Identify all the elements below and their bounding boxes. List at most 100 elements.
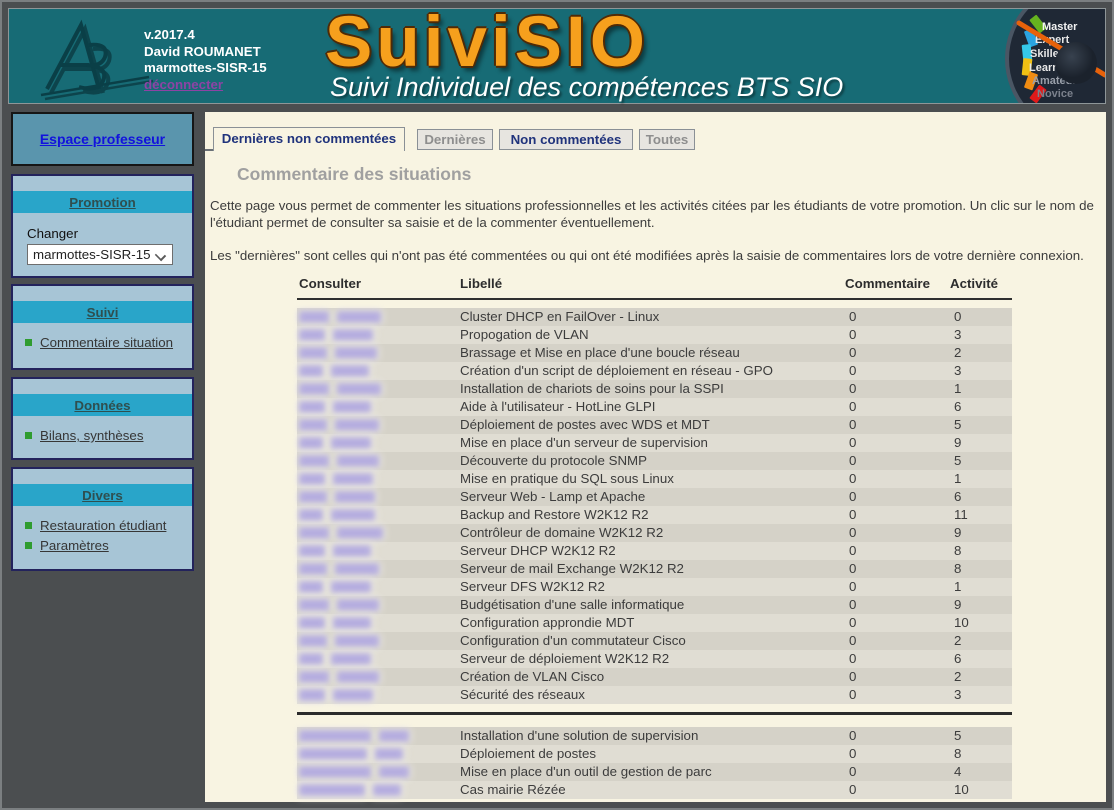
commentaire-situation-link[interactable]: Commentaire situation [40, 335, 174, 350]
app-version: v.2017.4 [144, 27, 195, 42]
situation-label: Cas mairie Rézée [460, 782, 566, 797]
student-name-redacted-link[interactable] [297, 763, 460, 781]
situation-label: Création de VLAN Cisco [460, 669, 605, 684]
situation-label: Brassage et Mise en place d'une boucle r… [460, 345, 740, 360]
comment-count: 0 [849, 633, 857, 648]
comment-count: 0 [849, 764, 857, 779]
activity-count: 8 [954, 746, 962, 761]
student-name-redacted-link[interactable] [297, 470, 460, 488]
student-name-redacted-link[interactable] [297, 542, 460, 560]
promotion-select[interactable]: marmottes-SISR-15 [27, 244, 173, 265]
comment-count: 0 [849, 579, 857, 594]
sidebar-item-restauration-etudiant[interactable]: Restauration étudiant [25, 518, 192, 533]
redacted-name-blur [337, 455, 379, 467]
tab-dernieres-non-commentees[interactable]: Dernières non commentées [213, 127, 405, 151]
student-name-redacted-link[interactable] [297, 578, 460, 596]
comment-count: 0 [849, 399, 857, 414]
espace-professeur-link[interactable]: Espace professeur [39, 131, 166, 147]
situation-label: Serveur DFS W2K12 R2 [460, 579, 605, 594]
table-row: Installation d'une solution de supervisi… [297, 727, 1012, 745]
sidebar-suivi-box: Suivi Commentaire situation [11, 284, 194, 370]
student-name-redacted-link[interactable] [297, 781, 460, 799]
sidebar-item-parametres[interactable]: Paramètres [25, 538, 192, 553]
student-name-redacted-link[interactable] [297, 745, 460, 763]
table-row: Mise en place d'un outil de gestion de p… [297, 763, 1012, 781]
redacted-name-blur [333, 617, 371, 629]
tab-dernieres[interactable]: Dernières [417, 129, 493, 150]
redacted-name-blur [299, 527, 329, 539]
student-name-redacted-link[interactable] [297, 524, 460, 542]
situation-label: Installation de chariots de soins pour l… [460, 381, 724, 396]
redacted-name-blur [299, 635, 327, 647]
activity-count: 4 [954, 764, 962, 779]
sidebar-item-commentaire-situation[interactable]: Commentaire situation [25, 335, 192, 350]
gauge-segments [1021, 14, 1047, 103]
bullet-icon [25, 522, 32, 529]
situation-label: Serveur de mail Exchange W2K12 R2 [460, 561, 684, 576]
tab-toutes[interactable]: Toutes [639, 129, 695, 150]
situation-label: Cluster DHCP en FailOver - Linux [460, 309, 660, 324]
activity-count: 10 [954, 615, 969, 630]
column-header-commentaire: Commentaire [845, 276, 930, 291]
table-row: Serveur DFS W2K12 R2 0 1 [297, 578, 1012, 596]
table-row: Serveur de déploiement W2K12 R2 0 6 [297, 650, 1012, 668]
comment-count: 0 [849, 507, 857, 522]
student-name-redacted-link[interactable] [297, 632, 460, 650]
activity-count: 8 [954, 543, 962, 558]
promotion-section-link[interactable]: Promotion [69, 194, 136, 210]
bullet-icon [25, 542, 32, 549]
redacted-name-blur [299, 365, 323, 377]
session-info: v.2017.4 David ROUMANET marmottes-SISR-1… [144, 27, 267, 93]
bilans-syntheses-link[interactable]: Bilans, synthèses [40, 428, 144, 443]
divers-section-link[interactable]: Divers [82, 487, 123, 503]
student-name-redacted-link[interactable] [297, 650, 460, 668]
student-name-redacted-link[interactable] [297, 416, 460, 434]
redacted-name-blur [299, 730, 371, 742]
table-row: Installation de chariots de soins pour l… [297, 380, 1012, 398]
logout-link[interactable]: déconnecter [144, 76, 224, 92]
redacted-name-blur [299, 473, 325, 485]
comment-count: 0 [849, 489, 857, 504]
app-subtitle: Suivi Individuel des compétences BTS SIO [330, 72, 844, 102]
student-name-redacted-link[interactable] [297, 380, 460, 398]
sidebar-item-bilans-syntheses[interactable]: Bilans, synthèses [25, 428, 192, 443]
redacted-name-blur [331, 653, 371, 665]
redacted-name-blur [299, 581, 323, 593]
student-name-redacted-link[interactable] [297, 668, 460, 686]
student-name-redacted-link[interactable] [297, 560, 460, 578]
redacted-name-blur [299, 311, 329, 323]
activity-count: 2 [954, 345, 962, 360]
sidebar-espace-professeur-box: Espace professeur [11, 112, 194, 166]
student-name-redacted-link[interactable] [297, 596, 460, 614]
student-name-redacted-link[interactable] [297, 434, 460, 452]
redacted-name-blur [299, 347, 327, 359]
comment-count: 0 [849, 453, 857, 468]
student-name-redacted-link[interactable] [297, 308, 460, 326]
activity-count: 10 [954, 782, 969, 797]
tab-non-commentees[interactable]: Non commentées [499, 129, 633, 150]
student-name-redacted-link[interactable] [297, 362, 460, 380]
student-name-redacted-link[interactable] [297, 326, 460, 344]
student-name-redacted-link[interactable] [297, 452, 460, 470]
student-name-redacted-link[interactable] [297, 506, 460, 524]
redacted-name-blur [337, 599, 379, 611]
student-name-redacted-link[interactable] [297, 686, 460, 704]
student-name-redacted-link[interactable] [297, 488, 460, 506]
activity-count: 9 [954, 525, 962, 540]
redacted-name-blur [299, 599, 329, 611]
student-name-redacted-link[interactable] [297, 398, 460, 416]
redacted-name-blur [299, 545, 325, 557]
student-name-redacted-link[interactable] [297, 614, 460, 632]
situation-label: Backup and Restore W2K12 R2 [460, 507, 649, 522]
sidebar-divers-box: Divers Restauration étudiant Paramètres [11, 467, 194, 571]
suivi-section-link[interactable]: Suivi [86, 304, 119, 320]
situation-label: Budgétisation d'une salle informatique [460, 597, 685, 612]
student-name-redacted-link[interactable] [297, 344, 460, 362]
redacted-name-blur [337, 311, 381, 323]
activity-count: 11 [954, 507, 968, 522]
parametres-link[interactable]: Paramètres [40, 538, 109, 553]
restauration-etudiant-link[interactable]: Restauration étudiant [40, 518, 167, 533]
donnees-section-link[interactable]: Données [74, 397, 131, 413]
situation-label: Serveur de déploiement W2K12 R2 [460, 651, 670, 666]
student-name-redacted-link[interactable] [297, 727, 460, 745]
